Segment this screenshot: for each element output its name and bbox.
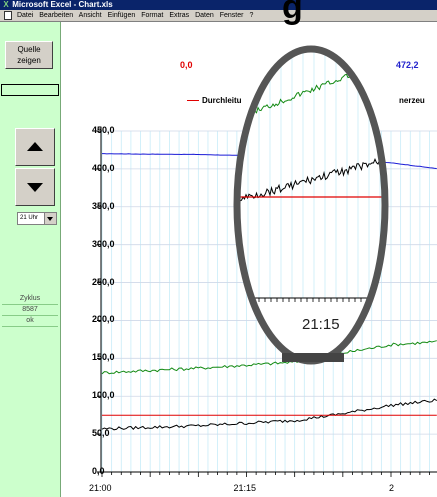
excel-icon: X [3, 0, 9, 9]
show-source-button[interactable]: Quelle zeigen [5, 41, 53, 69]
down-arrow-icon [27, 183, 43, 192]
y-tick-label: 150,0 [92, 352, 115, 363]
window-title: Microsoft Excel - Chart.xls [12, 0, 113, 9]
menu-item-format[interactable]: Format [141, 12, 164, 19]
cycle-panel: Zyklus 8587 ok [2, 294, 58, 327]
magnifier-background [237, 49, 385, 361]
hour-select-value: 21 Uhr [20, 215, 39, 221]
empty-cell-box[interactable] [1, 84, 59, 96]
up-arrow-icon [27, 142, 43, 151]
y-tick-label: 350,0 [92, 200, 115, 211]
x-tick-label: 21:15 [233, 483, 257, 493]
current-value-left: 0,0 [180, 60, 193, 70]
cycle-label: Zyklus [2, 294, 58, 305]
magnifier-series-black [237, 158, 385, 202]
show-source-label-line1: Quelle [17, 45, 41, 54]
y-tick-label: 50,0 [92, 428, 110, 439]
menu-item-help[interactable]: ? [249, 12, 254, 19]
menu-item-ansicht[interactable]: Ansicht [78, 12, 102, 19]
chevron-down-icon[interactable] [44, 213, 56, 224]
title-bar: X Microsoft Excel - Chart.xls [0, 0, 437, 10]
y-tick-label: 300,0 [92, 238, 115, 249]
legend-label-right: nerzeu [399, 96, 425, 105]
legend-entry-energieerzeugung: nerzeu [399, 96, 425, 105]
chart-axes [97, 127, 437, 477]
y-tick-label: 450,0 [92, 125, 115, 135]
x-tick-label: 2 [389, 483, 395, 493]
menu-item-fenster[interactable]: Fenster [219, 12, 244, 19]
legend-entry-durchleitung: Durchleitu [187, 96, 242, 105]
magnifier-time-label: 21:15 [302, 316, 340, 333]
menu-item-datei[interactable]: Datei [16, 12, 34, 19]
y-tick-label: 100,0 [92, 390, 115, 401]
menu-bar: Datei Bearbeiten Ansicht Einfügen Format… [0, 10, 437, 22]
menu-item-daten[interactable]: Daten [195, 12, 214, 19]
y-tick-label: 400,0 [92, 162, 115, 173]
menu-item-extras[interactable]: Extras [169, 12, 190, 19]
current-value-right: 472,2 [396, 60, 419, 70]
y-tick-label: 0,0 [92, 466, 105, 476]
y-tick-label: 200,0 [92, 314, 115, 325]
x-tick-label: 21:00 [89, 483, 112, 493]
show-source-label-line2: zeigen [17, 56, 41, 65]
legend-label-left: Durchleitu [202, 96, 242, 105]
cycle-value: 8587 [2, 305, 58, 316]
magnifier-lens [237, 49, 385, 361]
series-line-2 [101, 340, 437, 375]
magnifier-handle [282, 353, 344, 362]
partial-heading: g [282, 0, 303, 26]
hour-select[interactable]: 21 Uhr [17, 212, 57, 225]
series-line-3 [101, 398, 437, 431]
control-sidebar: Quelle zeigen 21 Uhr Zyklus 8587 ok [0, 22, 61, 497]
status-text: ok [2, 316, 58, 327]
document-icon[interactable] [4, 10, 12, 20]
menu-item-einfuegen[interactable]: Einfügen [107, 12, 136, 19]
menu-item-bearbeiten[interactable]: Bearbeiten [39, 12, 74, 19]
legend-swatch-red [187, 100, 199, 102]
scroll-down-button[interactable] [15, 168, 55, 206]
scroll-up-button[interactable] [15, 128, 55, 166]
y-tick-label: 250,0 [92, 276, 115, 287]
